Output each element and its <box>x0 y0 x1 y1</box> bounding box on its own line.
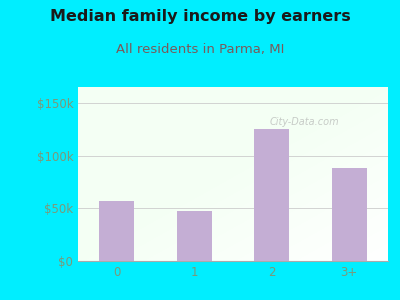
Bar <box>254 129 289 261</box>
Text: City-Data.com: City-Data.com <box>270 117 339 127</box>
Bar <box>332 168 367 261</box>
Bar <box>99 201 134 261</box>
Bar <box>177 212 212 261</box>
Text: All residents in Parma, MI: All residents in Parma, MI <box>116 44 284 56</box>
Text: Median family income by earners: Median family income by earners <box>50 9 350 24</box>
